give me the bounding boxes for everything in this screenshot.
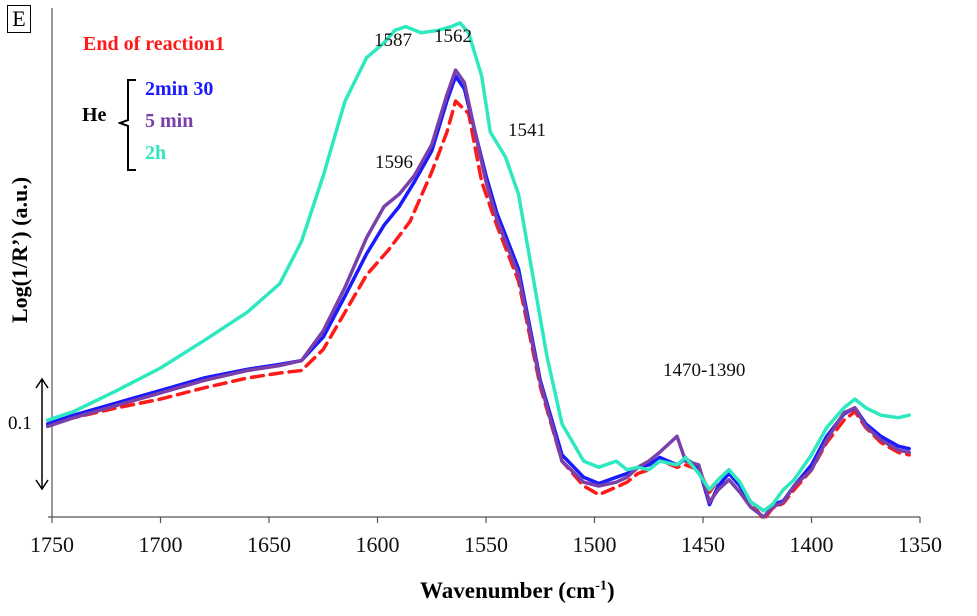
chart-series-layer [45,21,911,522]
annotation-1596: 1596 [375,152,413,173]
y-axis-label: Log(1/R’) (a.u.) [7,176,32,324]
legend-brace [118,79,136,171]
legend-item-2h: 2h [145,142,167,164]
annotation-1562: 1562 [434,26,472,47]
series-line-5-min [45,68,911,519]
legend-item-5-min: 5 min [145,110,194,132]
series-line-end-of-reaction1 [45,99,911,522]
panel-label: E [7,5,31,33]
annotation-1541: 1541 [508,120,546,141]
chart-axes [48,8,921,523]
x-axis-label: Wavenumber (cm-1) [420,578,615,603]
x-tick-label-1400: 1400 [789,532,834,557]
x-tick-label-1650: 1650 [247,532,291,557]
annotation-1587: 1587 [374,30,412,51]
scale-bar-label: 0.1 [8,413,32,434]
x-tick-label-1500: 1500 [572,532,617,557]
x-tick-label-1550: 1550 [464,532,508,557]
legend-item-2min-30: 2min 30 [145,78,214,100]
legend-group-label: He [82,104,107,126]
x-tick-label-1450: 1450 [681,532,725,557]
x-tick-label-1750: 1750 [30,532,74,557]
annotation-1470-1390: 1470-1390 [663,360,746,381]
x-tick-label-1700: 1700 [138,532,183,557]
scale-bar-arrow-bottom [35,479,49,491]
series-line-2h [45,21,911,513]
legend-item-end-of-reaction: End of reaction1 [83,33,225,55]
scale-bar [35,377,49,491]
x-tick-label-1350: 1350 [898,532,942,557]
x-tick-label-1600: 1600 [355,532,400,557]
scale-bar-arrow-top [35,377,49,389]
